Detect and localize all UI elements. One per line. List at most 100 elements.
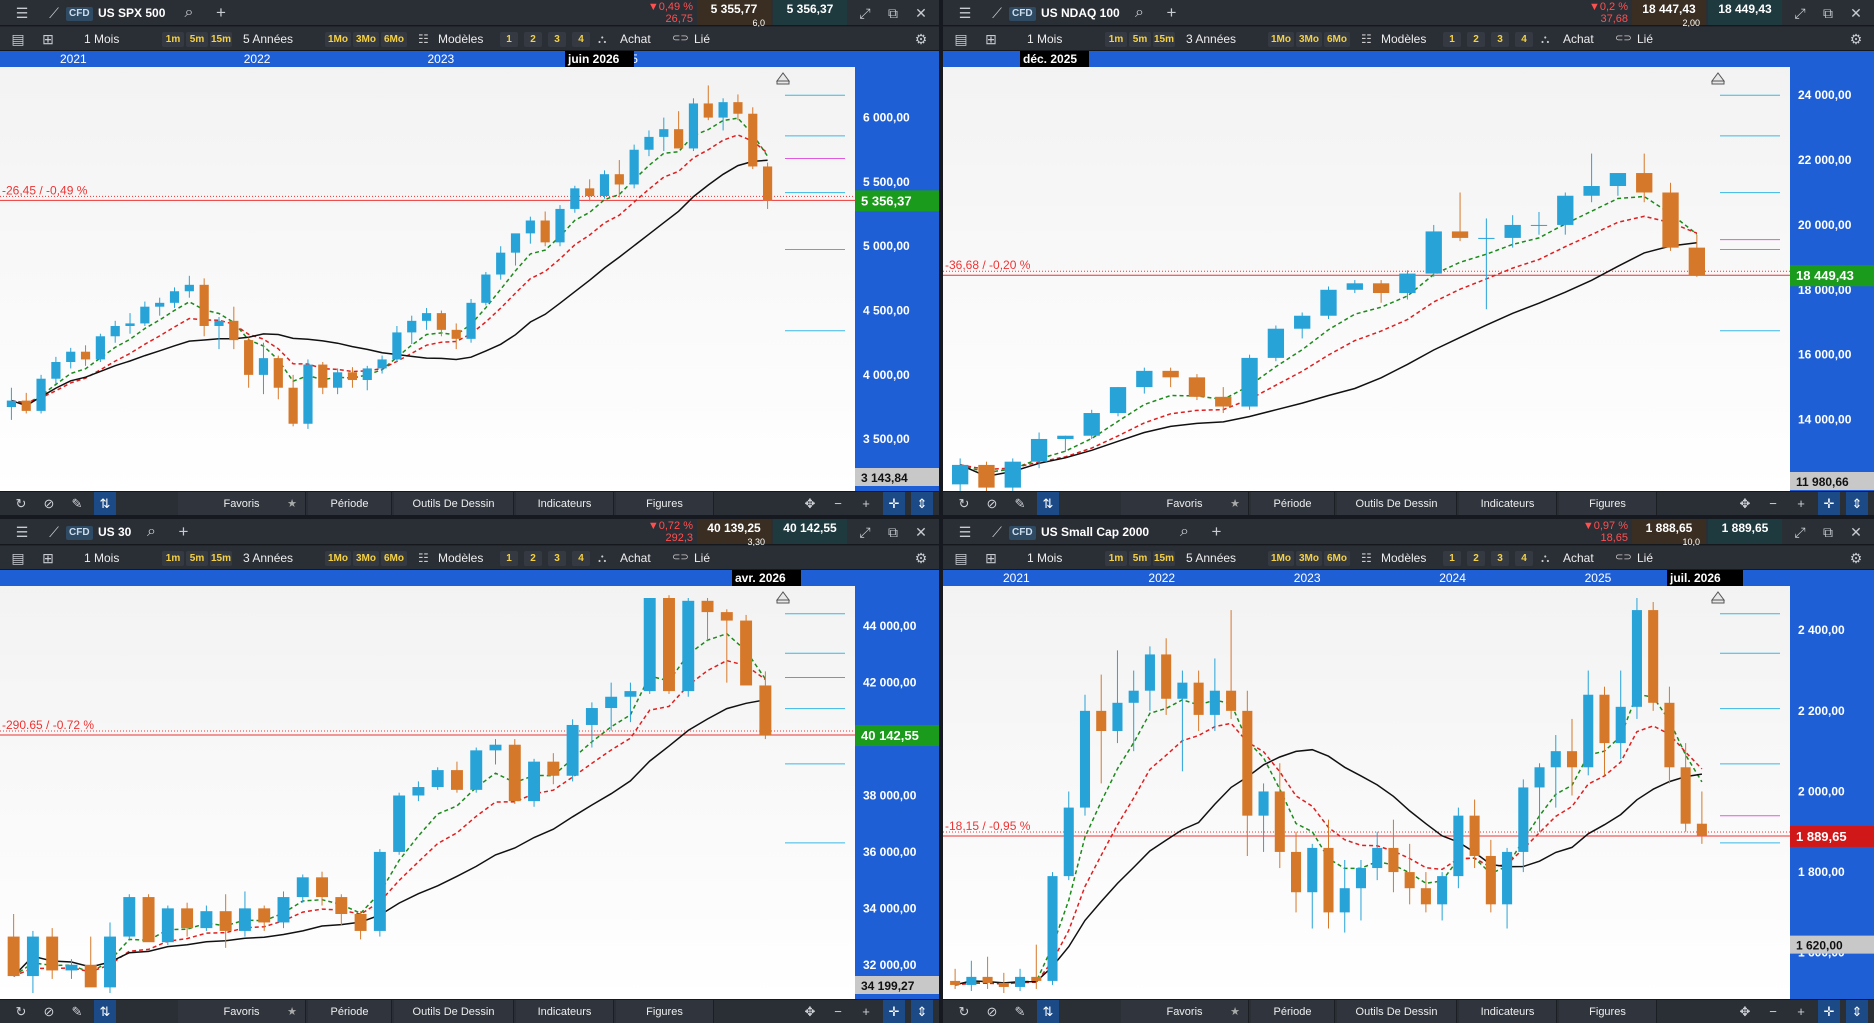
close-icon[interactable]: ✕ — [915, 524, 927, 540]
symbol-name[interactable]: US Small Cap 2000 — [1041, 525, 1150, 539]
bid-price[interactable]: 5 355,77 6,0 — [697, 0, 771, 28]
search-icon[interactable]: ⌕ — [1135, 4, 1144, 21]
popout-icon[interactable]: ⧉ — [888, 5, 898, 21]
ask-price[interactable]: 5 356,37 — [773, 0, 847, 25]
bottom-button-1[interactable]: Période — [308, 492, 392, 515]
models-button[interactable]: Modèles — [1381, 32, 1427, 46]
popout-icon[interactable]: ⧉ — [1823, 524, 1833, 540]
cancel-icon[interactable]: ⊘ — [986, 1004, 998, 1019]
interval-button-15m[interactable]: 15m — [1153, 32, 1175, 47]
plus-icon[interactable]: + — [1797, 496, 1805, 511]
crosshair-icon[interactable]: ✛ — [883, 492, 905, 515]
refresh-icon[interactable]: ↻ — [958, 1004, 970, 1019]
grid-icon[interactable]: ⊞ — [985, 550, 997, 566]
symbol-name[interactable]: US NDAQ 100 — [1041, 6, 1120, 20]
grid-icon[interactable]: ⊞ — [42, 550, 54, 566]
pencil-icon[interactable]: ✎ — [71, 1004, 83, 1019]
cancel-icon[interactable]: ⊘ — [43, 1004, 55, 1019]
settings-gear-icon[interactable]: ⚙ — [1849, 550, 1863, 566]
interval-button-5m[interactable]: 5m — [1129, 551, 1151, 566]
bottom-button-3[interactable]: Indicateurs — [1459, 1000, 1557, 1023]
quick-number-3[interactable]: 3 — [1491, 32, 1509, 47]
linked-button[interactable]: Lié — [1637, 32, 1654, 46]
bid-price[interactable]: 1 888,65 10,0 — [1632, 519, 1706, 547]
layout-icon[interactable]: ▤ — [11, 31, 25, 47]
ask-price[interactable]: 18 449,43 — [1708, 0, 1782, 25]
period-button-6Mo[interactable]: 6Mo — [1324, 32, 1350, 47]
bottom-button-4[interactable]: Figures — [1559, 1000, 1657, 1023]
range-selector[interactable]: 3 Années — [1186, 32, 1237, 46]
period-button-6Mo[interactable]: 6Mo — [381, 32, 407, 47]
minus-icon[interactable]: − — [1769, 496, 1777, 511]
move-icon[interactable]: ✥ — [1739, 1004, 1751, 1019]
bottom-button-0[interactable]: Favoris ★ — [178, 1000, 306, 1023]
bottom-button-3[interactable]: Indicateurs — [516, 1000, 614, 1023]
expand-vert-icon[interactable]: ⇕ — [1846, 1000, 1868, 1023]
expand-vert-icon[interactable]: ⇕ — [1846, 492, 1868, 515]
sort-icon[interactable]: ⇅ — [1037, 1000, 1059, 1023]
bottom-button-4[interactable]: Figures — [1559, 492, 1657, 515]
popout-icon[interactable]: ⧉ — [1823, 5, 1833, 21]
interval-button-15m[interactable]: 15m — [210, 551, 232, 566]
linked-button[interactable]: Lié — [694, 551, 711, 565]
pencil-icon[interactable]: ✎ — [1014, 1004, 1026, 1019]
bid-price[interactable]: 18 447,43 2,00 — [1632, 0, 1706, 28]
quick-number-3[interactable]: 3 — [1491, 551, 1509, 566]
pencil-icon[interactable]: ✎ — [1014, 496, 1026, 511]
quick-number-4[interactable]: 4 — [1515, 551, 1533, 566]
menu-icon[interactable]: ☰ — [15, 5, 29, 21]
quick-number-2[interactable]: 2 — [1467, 551, 1485, 566]
expand-icon[interactable]: ⤢ — [1794, 5, 1806, 21]
expand-icon[interactable]: ⤢ — [859, 524, 871, 540]
timeframe-selector[interactable]: 1 Mois — [84, 32, 120, 46]
refresh-icon[interactable]: ↻ — [15, 1004, 27, 1019]
expand-vert-icon[interactable]: ⇕ — [911, 492, 933, 515]
period-button-1Mo[interactable]: 1Mo — [1268, 32, 1294, 47]
move-icon[interactable]: ✥ — [804, 496, 816, 511]
ask-price[interactable]: 1 889,65 — [1708, 519, 1782, 544]
quick-number-1[interactable]: 1 — [500, 551, 518, 566]
plus-icon[interactable]: + — [1797, 1004, 1805, 1019]
bottom-button-0[interactable]: Favoris ★ — [178, 492, 306, 515]
move-icon[interactable]: ✥ — [1739, 496, 1751, 511]
quick-number-2[interactable]: 2 — [524, 551, 542, 566]
bottom-button-4[interactable]: Figures — [616, 492, 714, 515]
menu-icon[interactable]: ☰ — [958, 5, 972, 21]
search-icon[interactable]: ⌕ — [1180, 523, 1189, 540]
quick-number-3[interactable]: 3 — [548, 551, 566, 566]
interval-button-1m[interactable]: 1m — [1105, 32, 1127, 47]
bottom-button-2[interactable]: Outils De Dessin — [394, 1000, 514, 1023]
chart-type-icon[interactable]: ⟋ — [49, 5, 59, 21]
bottom-button-4[interactable]: Figures — [616, 1000, 714, 1023]
period-button-3Mo[interactable]: 3Mo — [1296, 551, 1322, 566]
bottom-button-1[interactable]: Période — [308, 1000, 392, 1023]
bottom-button-1[interactable]: Période — [1251, 1000, 1335, 1023]
chart-type-icon[interactable]: ⟋ — [992, 524, 1002, 540]
period-button-1Mo[interactable]: 1Mo — [325, 32, 351, 47]
range-selector[interactable]: 5 Années — [1186, 551, 1237, 565]
cancel-icon[interactable]: ⊘ — [986, 496, 998, 511]
grid-icon[interactable]: ⊞ — [42, 31, 54, 47]
expand-icon[interactable]: ⤢ — [1794, 524, 1806, 540]
cancel-icon[interactable]: ⊘ — [43, 496, 55, 511]
bottom-button-2[interactable]: Outils De Dessin — [394, 492, 514, 515]
quick-number-1[interactable]: 1 — [1443, 32, 1461, 47]
sort-icon[interactable]: ⇅ — [94, 1000, 116, 1023]
star-icon[interactable]: ★ — [1230, 1006, 1240, 1018]
interval-button-5m[interactable]: 5m — [1129, 32, 1151, 47]
bottom-button-0[interactable]: Favoris ★ — [1121, 492, 1249, 515]
period-button-3Mo[interactable]: 3Mo — [353, 551, 379, 566]
quick-number-3[interactable]: 3 — [548, 32, 566, 47]
linked-button[interactable]: Lié — [694, 32, 711, 46]
quick-number-4[interactable]: 4 — [572, 551, 590, 566]
settings-gear-icon[interactable]: ⚙ — [1849, 31, 1863, 47]
settings-gear-icon[interactable]: ⚙ — [914, 31, 928, 47]
range-selector[interactable]: 3 Années — [243, 551, 294, 565]
buy-button[interactable]: Achat — [620, 32, 651, 46]
star-icon[interactable]: ★ — [287, 1006, 297, 1018]
sort-icon[interactable]: ⇅ — [1037, 492, 1059, 515]
models-button[interactable]: Modèles — [438, 32, 484, 46]
buy-button[interactable]: Achat — [1563, 551, 1594, 565]
bottom-button-2[interactable]: Outils De Dessin — [1337, 492, 1457, 515]
chart-type-icon[interactable]: ⟋ — [49, 524, 59, 540]
